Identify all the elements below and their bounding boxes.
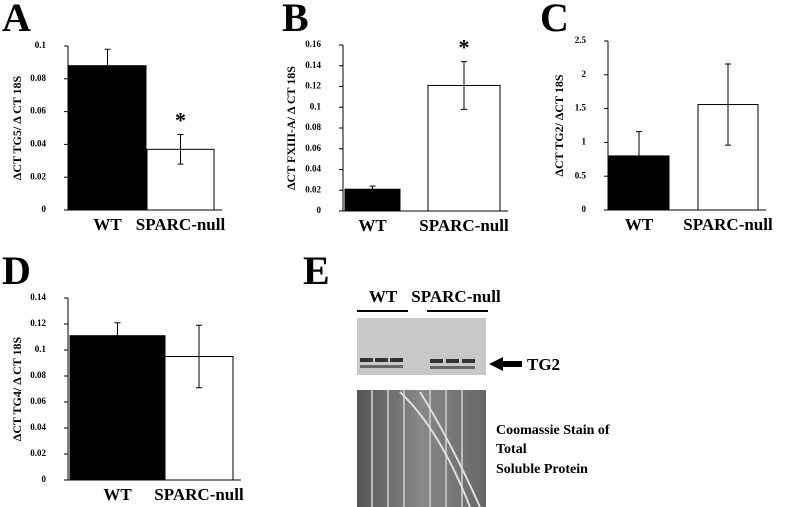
y-tick-label: 0.02 — [30, 171, 46, 181]
x-tick-label: SPARC-null — [154, 485, 244, 504]
y-axis-label: ΔCT TG5/ Δ CT 18S — [10, 75, 24, 180]
y-tick-label: 0 — [42, 204, 47, 214]
coomassie-gel — [357, 390, 486, 507]
y-tick-label: 0.08 — [305, 122, 321, 132]
error-bar — [114, 322, 121, 350]
x-tick-label: WT — [93, 215, 122, 234]
y-tick-label: 0.5 — [575, 170, 587, 180]
y-tick-label: 0.04 — [30, 422, 46, 432]
y-tick-label: 0.06 — [30, 106, 46, 116]
error-bar — [196, 324, 202, 389]
error-bar — [636, 131, 642, 181]
y-axis-label: ΔCT FXIII-A/ Δ CT 18S — [284, 66, 298, 190]
y-tick-label: 0.08 — [30, 73, 46, 83]
x-tick-label: WT — [358, 216, 387, 235]
y-tick-label: 0 — [42, 474, 47, 484]
gel-lanes — [371, 390, 481, 507]
panel-letter: A — [2, 0, 31, 40]
arrow — [489, 357, 522, 371]
y-tick-label: 0.02 — [305, 184, 321, 194]
panel-e: E WT SPARC-null TG2 Coomassie Stain of T… — [303, 248, 610, 507]
lane-label: WT — [369, 287, 398, 306]
y-tick-label: 0.1 — [35, 344, 47, 354]
y-axis-label: ΔCT TG4/ Δ CT 18S — [10, 336, 24, 441]
panel-letter: B — [282, 0, 309, 40]
significance-mark: * — [175, 108, 186, 133]
caption: Coomassie Stain of — [496, 423, 610, 438]
y-tick-label: 0 — [582, 204, 587, 214]
bar — [69, 335, 166, 481]
caption: Total — [496, 442, 527, 457]
y-tick-label: 0.04 — [30, 138, 46, 148]
y-tick-label: 0.1 — [310, 101, 322, 111]
panel-letter: E — [303, 248, 330, 293]
y-tick-label: 0.08 — [30, 370, 46, 380]
caption: Soluble Protein — [496, 462, 588, 477]
y-tick-label: 2 — [582, 69, 587, 79]
x-tick-label: SPARC-null — [136, 215, 226, 234]
y-tick-label: 0.12 — [30, 318, 46, 328]
y-tick-label: 0.06 — [30, 396, 46, 406]
x-tick-label: WT — [103, 485, 132, 504]
error-bar — [369, 185, 376, 193]
y-tick-label: 1 — [582, 136, 587, 146]
error-bar — [177, 134, 184, 165]
y-tick-label: 2.5 — [575, 35, 587, 45]
x-tick-label: SPARC-null — [683, 215, 773, 234]
y-tick-label: 0.04 — [305, 164, 321, 174]
band-label: TG2 — [527, 355, 560, 374]
panel-letter: D — [2, 248, 31, 293]
y-tick-label: 1.5 — [575, 103, 587, 113]
error-bar — [461, 61, 467, 110]
lane-label: SPARC-null — [411, 287, 501, 306]
y-tick-label: 0 — [317, 205, 322, 215]
y-axis-label: ΔCT TG2/ ΔCT 18S — [552, 74, 566, 176]
y-tick-label: 0.12 — [305, 81, 321, 91]
x-tick-label: WT — [625, 215, 654, 234]
bar — [68, 65, 147, 211]
y-tick-label: 0.06 — [305, 143, 321, 153]
y-tick-label: 0.1 — [35, 40, 47, 50]
x-tick-label: SPARC-null — [419, 216, 509, 235]
y-tick-label: 0.14 — [305, 60, 321, 70]
y-tick-label: 0.02 — [30, 448, 46, 458]
blot-bands — [360, 358, 475, 369]
panel-letter: C — [540, 0, 569, 40]
y-tick-label: 0.14 — [30, 292, 46, 302]
y-tick-label: 0.16 — [305, 39, 321, 49]
significance-mark: * — [459, 35, 470, 60]
error-bar — [725, 63, 731, 146]
error-bar — [104, 48, 111, 83]
